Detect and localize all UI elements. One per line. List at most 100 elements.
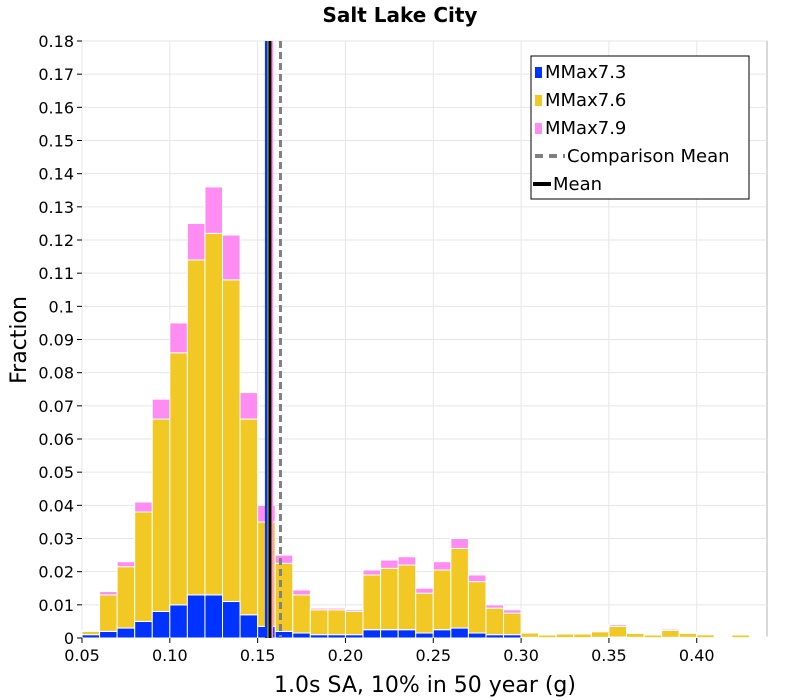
mean-lines-group [264,41,282,638]
bar-mmax7-9 [274,554,294,564]
y-tick-label: 0 [64,629,74,648]
bar-mmax7-9 [327,607,346,611]
bar-mmax7-6 [362,574,382,631]
bars-group [81,186,768,639]
bar-mmax7-6 [169,352,188,606]
bar-mmax7-9 [362,569,382,576]
bar-mmax7-6 [520,632,540,638]
bar-mmax7-9 [661,628,680,631]
bar-mmax7-6 [590,631,610,638]
bar-mmax7-9 [292,589,311,596]
bar-mmax7-6 [151,418,171,612]
bar-mmax7-6 [204,232,224,596]
bar-mmax7-3 [467,632,487,639]
legend-swatch-mmax7-3 [535,67,542,78]
bar-mmax7-9 [731,633,750,636]
bar-mmax7-3 [116,627,136,639]
bar-mmax7-3 [415,632,434,639]
x-tick-label: 0.30 [503,646,539,665]
bar-mmax7-3 [397,629,417,639]
bar-mmax7-9 [450,538,469,549]
y-tick-label: 0.08 [38,364,74,383]
bar-mmax7-9 [608,624,627,627]
bar-mmax7-6 [116,566,136,629]
bar-mmax7-3 [134,620,153,639]
bar-mmax7-6 [503,612,522,636]
bar-mmax7-9 [239,392,259,420]
y-tick-label: 0.03 [38,530,74,549]
y-tick-label: 0.12 [38,231,74,250]
y-tick-label: 0.13 [38,198,74,217]
bar-mmax7-9 [81,630,101,632]
bar-mmax7-6 [625,632,645,638]
x-tick-label: 0.40 [679,646,715,665]
x-tick-label: 0.20 [328,646,364,665]
bar-mmax7-3 [432,629,452,639]
bar-mmax7-3 [151,610,171,639]
bar-mmax7-3 [450,627,469,639]
bar-mmax7-9 [397,556,417,566]
legend-label-mmax7-3: MMax7.3 [545,62,626,83]
legend-swatch-mmax7-9 [535,123,542,134]
bar-mmax7-3 [204,594,224,639]
bar-mmax7-3 [239,614,259,639]
x-tick-label: 0.35 [591,646,627,665]
y-tick-label: 0.06 [38,430,74,449]
bar-mmax7-6 [186,259,206,596]
bar-mmax7-3 [362,629,382,639]
bar-mmax7-6 [467,581,487,634]
bar-mmax7-9 [678,632,698,634]
bar-mmax7-6 [344,610,364,636]
bar-mmax7-9 [503,609,522,614]
bar-mmax7-6 [99,594,118,632]
bar-mmax7-9 [134,501,153,513]
x-axis-label: 1.0s SA, 10% in 50 year (g) [274,673,576,698]
bar-mmax7-6 [415,592,434,634]
legend-label-mmax7-9: MMax7.9 [545,118,626,139]
bar-mmax7-9 [99,591,118,596]
bar-mmax7-6 [485,607,505,636]
bar-mmax7-9 [696,633,715,636]
bar-mmax7-3 [274,630,294,639]
legend-box [530,55,750,200]
bar-mmax7-6 [608,625,627,638]
bar-mmax7-6 [274,562,294,632]
bar-mmax7-9 [467,574,487,583]
bar-mmax7-3 [292,632,311,639]
bar-mmax7-9 [432,561,452,571]
y-tick-label: 0.01 [38,596,74,615]
y-tick-label: 0.14 [38,165,74,184]
y-axis-label: Fraction [7,296,32,384]
bar-mmax7-9 [380,559,399,569]
bar-mmax7-9 [151,398,171,420]
x-tick-label: 0.10 [152,646,188,665]
bar-mmax7-6 [327,609,346,636]
bar-mmax7-9 [116,561,136,568]
x-tick-label: 0.25 [415,646,451,665]
bar-mmax7-6 [555,633,575,639]
y-tick-label: 0.07 [38,397,74,416]
y-tick-label: 0.05 [38,463,74,482]
x-tick-label: 0.15 [240,646,276,665]
y-tick-label: 0.18 [38,32,74,51]
bar-mmax7-6 [239,418,259,616]
bar-mmax7-9 [309,607,329,611]
bar-mmax7-9 [344,609,364,612]
bar-mmax7-6 [222,279,241,603]
bar-mmax7-6 [380,567,399,631]
legend-label-mmax7-6: MMax7.6 [545,90,626,111]
bar-mmax7-9 [415,587,434,594]
bar-mmax7-3 [186,594,206,639]
bar-mmax7-3 [99,630,118,639]
chart-title: Salt Lake City [323,3,478,27]
bar-mmax7-6 [432,569,452,631]
bar-mmax7-9 [169,322,188,354]
bar-mmax7-3 [380,629,399,639]
x-tick-label: 0.05 [64,646,100,665]
bar-mmax7-6 [292,594,311,634]
legend: MMax7.3 MMax7.6 MMax7.9 Comparison Mean Mean [530,55,750,200]
y-tick-label: 0.1 [49,297,74,316]
y-tick-label: 0.09 [38,331,74,350]
